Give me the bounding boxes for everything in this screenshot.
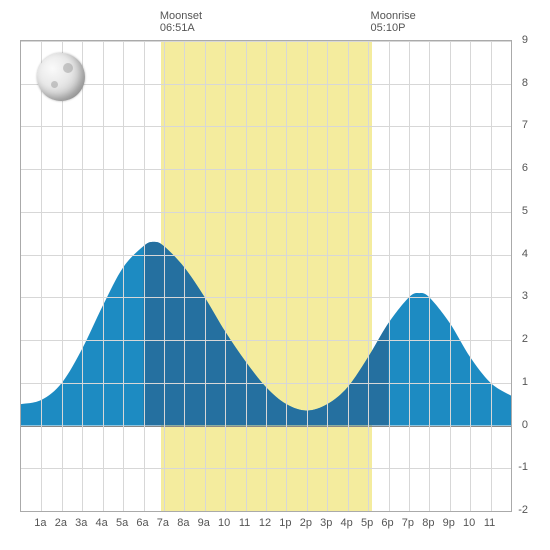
gridline-v (409, 41, 410, 511)
moon-icon (37, 53, 85, 101)
y-tick-label: 1 (522, 376, 528, 388)
x-tick-label: 4p (341, 517, 353, 529)
gridline-v (246, 41, 247, 511)
gridline-v (82, 41, 83, 511)
gridline-v (164, 41, 165, 511)
gridline-v (307, 41, 308, 511)
y-tick-label: 0 (522, 419, 528, 431)
gridline-v (368, 41, 369, 511)
y-tick-label: 9 (522, 34, 528, 46)
x-tick-label: 12 (259, 517, 271, 529)
moonset-label: Moonset 06:51A (160, 10, 202, 34)
x-tick-label: 8p (422, 517, 434, 529)
tide-chart: Moonset 06:51A Moonrise 05:10P -2-101234… (10, 10, 540, 540)
top-annotations: Moonset 06:51A Moonrise 05:10P (10, 10, 540, 38)
x-tick-label: 9p (443, 517, 455, 529)
gridline-v (41, 41, 42, 511)
gridline-v (327, 41, 328, 511)
y-tick-label: 7 (522, 119, 528, 131)
gridline-v (470, 41, 471, 511)
gridline-v (348, 41, 349, 511)
gridline-v (266, 41, 267, 511)
x-tick-label: 8a (177, 517, 189, 529)
y-tick-label: 5 (522, 205, 528, 217)
y-tick-label: -1 (518, 461, 528, 473)
gridline-v (184, 41, 185, 511)
moonrise-label: Moonrise 05:10P (371, 10, 416, 34)
x-tick-label: 5p (361, 517, 373, 529)
y-tick-label: 6 (522, 162, 528, 174)
x-tick-label: 11 (484, 517, 495, 529)
gridline-v (205, 41, 206, 511)
x-tick-label: 7a (157, 517, 169, 529)
y-axis: -2-10123456789 (512, 40, 530, 510)
moonrise-time: 05:10P (371, 22, 416, 34)
x-axis: 1a 2a 3a 4a 5a 6a 7a 8a 9a 10 11 12 1p 2p 3p 4p 5p 6p 7p 8p… (20, 517, 510, 535)
x-tick-label: 1p (279, 517, 291, 529)
gridline-v (123, 41, 124, 511)
plot-area (20, 40, 512, 512)
gridline-h (21, 511, 511, 512)
x-tick-label: 11 (239, 517, 250, 529)
moonrise-title: Moonrise (371, 10, 416, 22)
y-tick-label: 4 (522, 248, 528, 260)
y-tick-label: 2 (522, 333, 528, 345)
x-tick-label: 10 (218, 517, 230, 529)
gridline-v (450, 41, 451, 511)
gridline-v (389, 41, 390, 511)
x-tick-label: 7p (402, 517, 414, 529)
gridline-v (144, 41, 145, 511)
x-tick-label: 10 (463, 517, 475, 529)
x-tick-label: 6a (136, 517, 148, 529)
moonset-time: 06:51A (160, 22, 202, 34)
x-tick-label: 2p (300, 517, 312, 529)
x-tick-label: 9a (198, 517, 210, 529)
x-tick-label: 3p (320, 517, 332, 529)
moonset-title: Moonset (160, 10, 202, 22)
x-tick-label: 6p (381, 517, 393, 529)
x-tick-label: 1a (34, 517, 46, 529)
gridline-v (62, 41, 63, 511)
x-tick-label: 4a (96, 517, 108, 529)
x-tick-label: 2a (55, 517, 67, 529)
x-tick-label: 3a (75, 517, 87, 529)
y-tick-label: 3 (522, 290, 528, 302)
x-tick-label: 5a (116, 517, 128, 529)
y-tick-label: 8 (522, 77, 528, 89)
gridline-v (225, 41, 226, 511)
gridline-v (429, 41, 430, 511)
gridline-v (491, 41, 492, 511)
gridline-v (286, 41, 287, 511)
y-tick-label: -2 (518, 504, 528, 516)
gridline-v (103, 41, 104, 511)
